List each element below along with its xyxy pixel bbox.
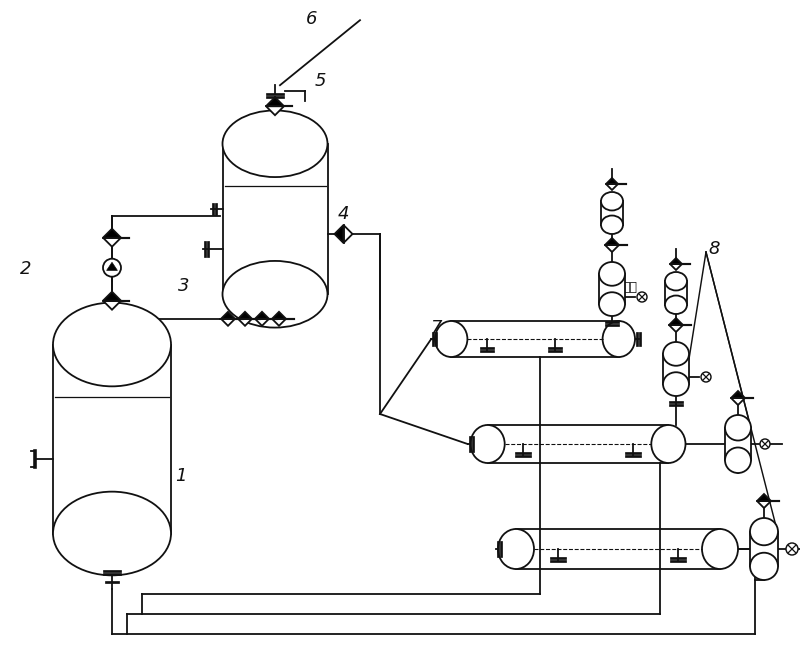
Polygon shape <box>343 225 353 243</box>
Bar <box>488 425 669 463</box>
Polygon shape <box>221 312 235 319</box>
Ellipse shape <box>750 553 778 580</box>
Circle shape <box>701 372 711 382</box>
Bar <box>516 529 720 569</box>
Text: 7: 7 <box>430 319 442 337</box>
Ellipse shape <box>222 110 327 177</box>
Ellipse shape <box>725 447 751 473</box>
Ellipse shape <box>222 261 327 328</box>
Bar <box>599 274 625 304</box>
Bar <box>222 143 327 294</box>
Polygon shape <box>103 300 121 310</box>
Polygon shape <box>757 501 771 508</box>
Bar <box>665 281 687 305</box>
Text: 4: 4 <box>338 205 350 223</box>
Ellipse shape <box>435 321 467 357</box>
Bar <box>601 201 623 225</box>
Ellipse shape <box>601 192 623 210</box>
Ellipse shape <box>601 215 623 234</box>
Text: 1: 1 <box>175 467 186 485</box>
Bar <box>750 532 778 567</box>
Polygon shape <box>266 106 284 115</box>
Polygon shape <box>266 97 284 106</box>
Ellipse shape <box>53 302 171 386</box>
Ellipse shape <box>663 342 689 366</box>
Circle shape <box>103 259 121 276</box>
Polygon shape <box>606 178 618 184</box>
Polygon shape <box>670 264 682 270</box>
Polygon shape <box>103 228 121 238</box>
Polygon shape <box>255 312 269 319</box>
Polygon shape <box>103 291 121 300</box>
Text: 3: 3 <box>178 277 190 295</box>
Bar <box>53 345 171 533</box>
Ellipse shape <box>702 529 738 569</box>
Ellipse shape <box>665 272 687 291</box>
Polygon shape <box>605 238 619 245</box>
Ellipse shape <box>665 295 687 314</box>
Ellipse shape <box>651 425 686 463</box>
Polygon shape <box>221 319 235 326</box>
Text: 2: 2 <box>20 260 31 278</box>
Polygon shape <box>669 318 683 325</box>
Text: 6: 6 <box>306 10 318 28</box>
Ellipse shape <box>750 518 778 545</box>
Polygon shape <box>334 225 343 243</box>
Circle shape <box>760 439 770 449</box>
Polygon shape <box>757 494 771 501</box>
Polygon shape <box>272 319 286 326</box>
Text: 排气: 排气 <box>622 281 637 294</box>
Polygon shape <box>669 325 683 332</box>
Ellipse shape <box>663 373 689 396</box>
Ellipse shape <box>53 492 171 576</box>
Polygon shape <box>606 184 618 190</box>
Bar <box>451 321 619 357</box>
Polygon shape <box>731 391 745 398</box>
Polygon shape <box>731 398 745 405</box>
Ellipse shape <box>599 262 625 286</box>
Bar <box>663 354 689 384</box>
Polygon shape <box>670 258 682 264</box>
Polygon shape <box>106 262 118 271</box>
Ellipse shape <box>599 292 625 316</box>
Circle shape <box>786 543 798 555</box>
Polygon shape <box>103 238 121 247</box>
Polygon shape <box>238 319 252 326</box>
Ellipse shape <box>498 529 534 569</box>
Ellipse shape <box>470 425 505 463</box>
Bar <box>725 428 751 460</box>
Text: 5: 5 <box>315 72 326 90</box>
Ellipse shape <box>602 321 635 357</box>
Polygon shape <box>238 312 252 319</box>
Ellipse shape <box>725 415 751 441</box>
Polygon shape <box>272 312 286 319</box>
Text: 8: 8 <box>708 240 719 258</box>
Circle shape <box>637 292 647 302</box>
Polygon shape <box>255 319 269 326</box>
Polygon shape <box>605 245 619 252</box>
